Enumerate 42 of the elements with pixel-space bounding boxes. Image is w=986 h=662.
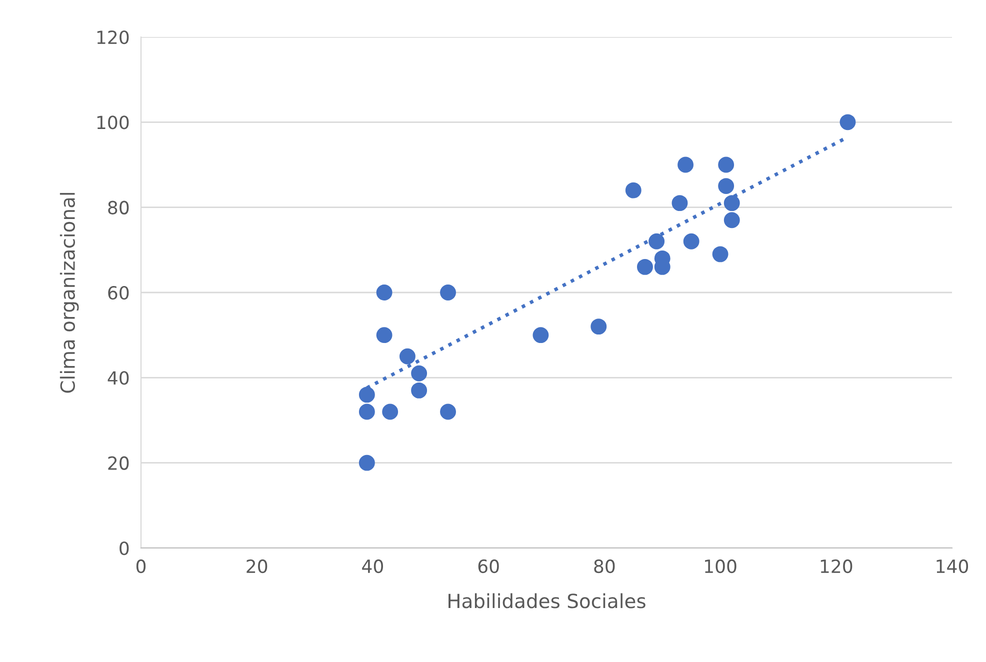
- y-tick-label: 100: [97, 116, 129, 130]
- point: [376, 284, 392, 300]
- point: [411, 365, 428, 382]
- point: [648, 233, 665, 250]
- point: [724, 195, 740, 212]
- point: [637, 258, 653, 275]
- y-tick-label: 120: [97, 30, 129, 44]
- x-tick-label: 60: [478, 559, 499, 574]
- y-tick-label: 20: [108, 456, 129, 470]
- x-axis-title: Habilidades Sociales: [448, 593, 646, 608]
- point: [712, 246, 728, 262]
- point: [440, 404, 456, 420]
- point: [678, 156, 694, 173]
- x-tick-label: 20: [246, 559, 268, 574]
- point: [440, 284, 456, 300]
- point: [718, 156, 734, 173]
- point: [358, 386, 375, 403]
- y-tick-label: 40: [108, 371, 129, 385]
- y-tick-label: 80: [108, 200, 129, 214]
- point: [718, 178, 734, 194]
- point: [399, 348, 416, 364]
- point: [376, 327, 392, 344]
- point: [683, 233, 700, 250]
- y-tick-label: 60: [108, 286, 129, 300]
- y-axis-title: Clima organizacional: [60, 192, 79, 393]
- x-tick-label: 140: [936, 559, 968, 574]
- point: [590, 318, 607, 335]
- x-tick-label: 40: [362, 559, 384, 574]
- point: [532, 327, 549, 344]
- point: [672, 195, 688, 212]
- y-tick-label: 0: [120, 541, 129, 556]
- point: [382, 404, 398, 420]
- point: [724, 212, 740, 228]
- point: [358, 454, 375, 471]
- point: [358, 404, 375, 420]
- x-tick-label: 120: [820, 559, 852, 574]
- point: [625, 182, 642, 198]
- point: [840, 114, 856, 130]
- x-tick-label: 80: [594, 559, 615, 574]
- x-tick-label: 0: [136, 559, 146, 574]
- point: [411, 382, 428, 398]
- x-tick-label: 100: [705, 559, 736, 574]
